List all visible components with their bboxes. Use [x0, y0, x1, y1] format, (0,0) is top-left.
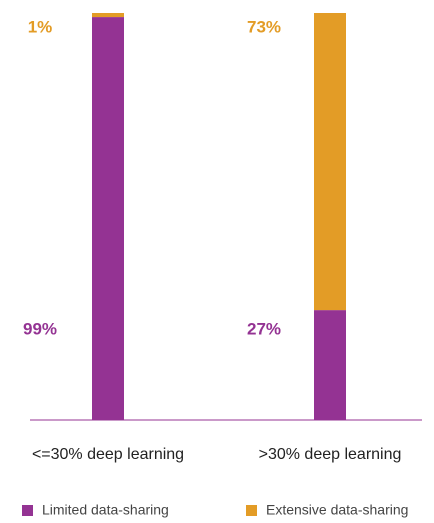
legend-label: Limited data-sharing: [42, 502, 169, 518]
legend-swatch: [22, 505, 33, 516]
legend-swatch: [246, 505, 257, 516]
bar-segment: [92, 13, 124, 18]
bar-segment: [314, 310, 346, 420]
value-label: 99%: [23, 319, 57, 338]
x-tick-label: >30% deep learning: [259, 446, 402, 463]
legend-label: Extensive data-sharing: [266, 502, 408, 518]
value-label: 27%: [247, 319, 281, 338]
x-tick-label: <=30% deep learning: [32, 446, 184, 463]
bar-segment: [92, 17, 124, 420]
value-label: 1%: [28, 17, 53, 36]
value-label: 73%: [247, 17, 281, 36]
bar-segment: [314, 13, 346, 311]
